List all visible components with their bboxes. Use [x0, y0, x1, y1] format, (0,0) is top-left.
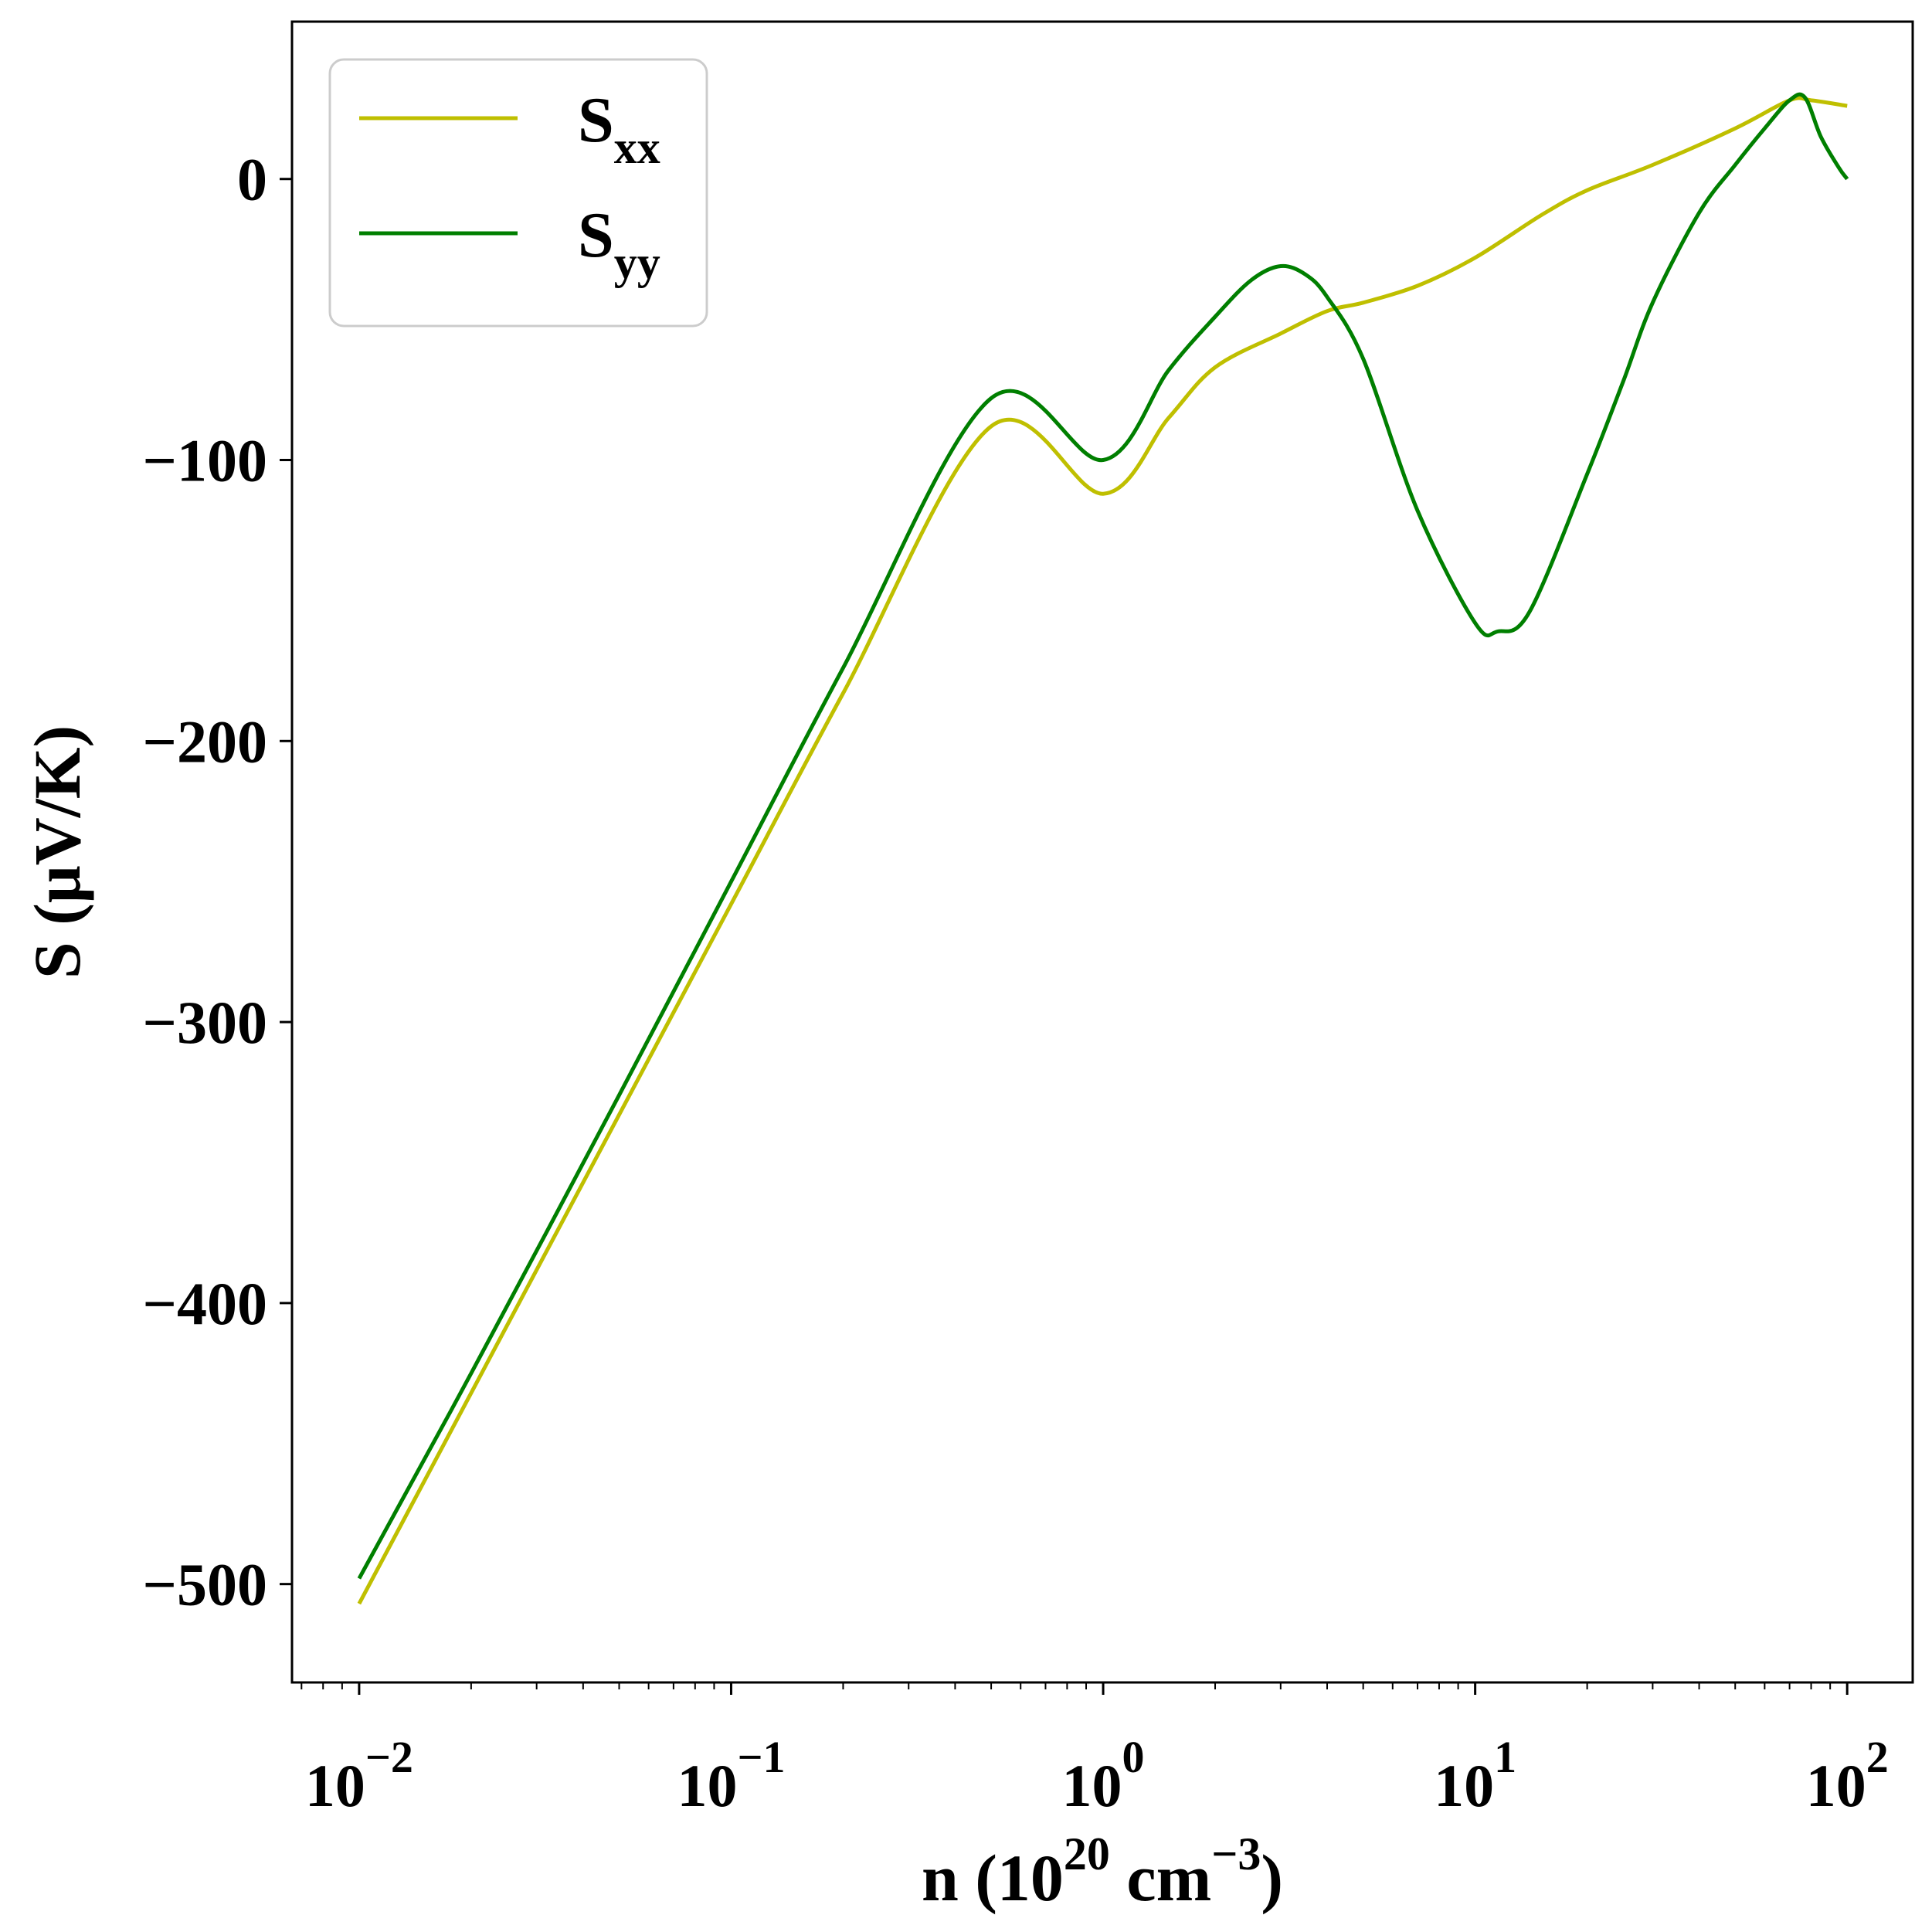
x-tick-label-base: 10	[305, 1752, 365, 1819]
x-tick-label: 10−1	[677, 1732, 785, 1819]
legend-label-sxx-main: S	[578, 84, 614, 156]
legend-box	[328, 58, 708, 328]
legend-label-syy: Syy	[578, 199, 660, 288]
y-tick-label: −300	[143, 989, 267, 1056]
x-tick-label-base: 10	[677, 1752, 737, 1819]
x-axis-label-end: )	[1261, 1841, 1283, 1915]
x-axis-label-exp2: −3	[1211, 1828, 1261, 1879]
y-tick-label: 0	[237, 146, 267, 213]
x-tick-label-exp: −1	[737, 1732, 785, 1782]
x-axis-label: n (1020 cm−3)	[922, 1828, 1283, 1915]
x-tick-label: 100	[1062, 1732, 1145, 1819]
x-tick-label-base: 10	[1062, 1752, 1122, 1819]
x-tick-label: 10−2	[305, 1732, 413, 1819]
legend-label-syy-sub: yy	[614, 237, 660, 288]
x-tick-label-exp: 0	[1122, 1732, 1145, 1782]
x-tick-label: 102	[1806, 1732, 1889, 1819]
axes-frame	[290, 20, 1914, 1684]
y-tick-label: −400	[143, 1270, 267, 1337]
x-axis-label-mid: cm	[1110, 1841, 1211, 1915]
legend-label-sxx: Sxx	[578, 84, 660, 173]
series-line-sxx	[357, 96, 1848, 1605]
y-axis-ticks: 0 −100 −200 −300 −400 −500	[143, 146, 292, 1618]
y-tick-label: −100	[143, 427, 267, 494]
x-axis-label-exp1: 20	[1064, 1828, 1110, 1879]
data-lines	[357, 92, 1849, 1605]
series-line-syy	[357, 92, 1849, 1580]
legend: Sxx Syy	[328, 58, 708, 328]
x-tick-label-base: 10	[1806, 1752, 1866, 1819]
x-tick-label-exp: −2	[365, 1732, 413, 1782]
x-tick-label: 101	[1434, 1732, 1516, 1819]
x-tick-label-base: 10	[1434, 1752, 1494, 1819]
y-axis-label: S (μV/K)	[20, 725, 94, 979]
legend-label-sxx-sub: xx	[614, 122, 660, 173]
legend-label-syy-main: S	[578, 199, 614, 271]
x-axis-ticks: 10−2 10−1 100 101 102	[300, 1682, 1889, 1819]
y-tick-label: −500	[143, 1551, 267, 1618]
y-tick-label: −200	[143, 708, 267, 775]
x-tick-label-exp: 2	[1866, 1732, 1889, 1782]
x-axis-label-main: n (10	[922, 1841, 1064, 1915]
x-tick-label-exp: 1	[1494, 1732, 1516, 1782]
